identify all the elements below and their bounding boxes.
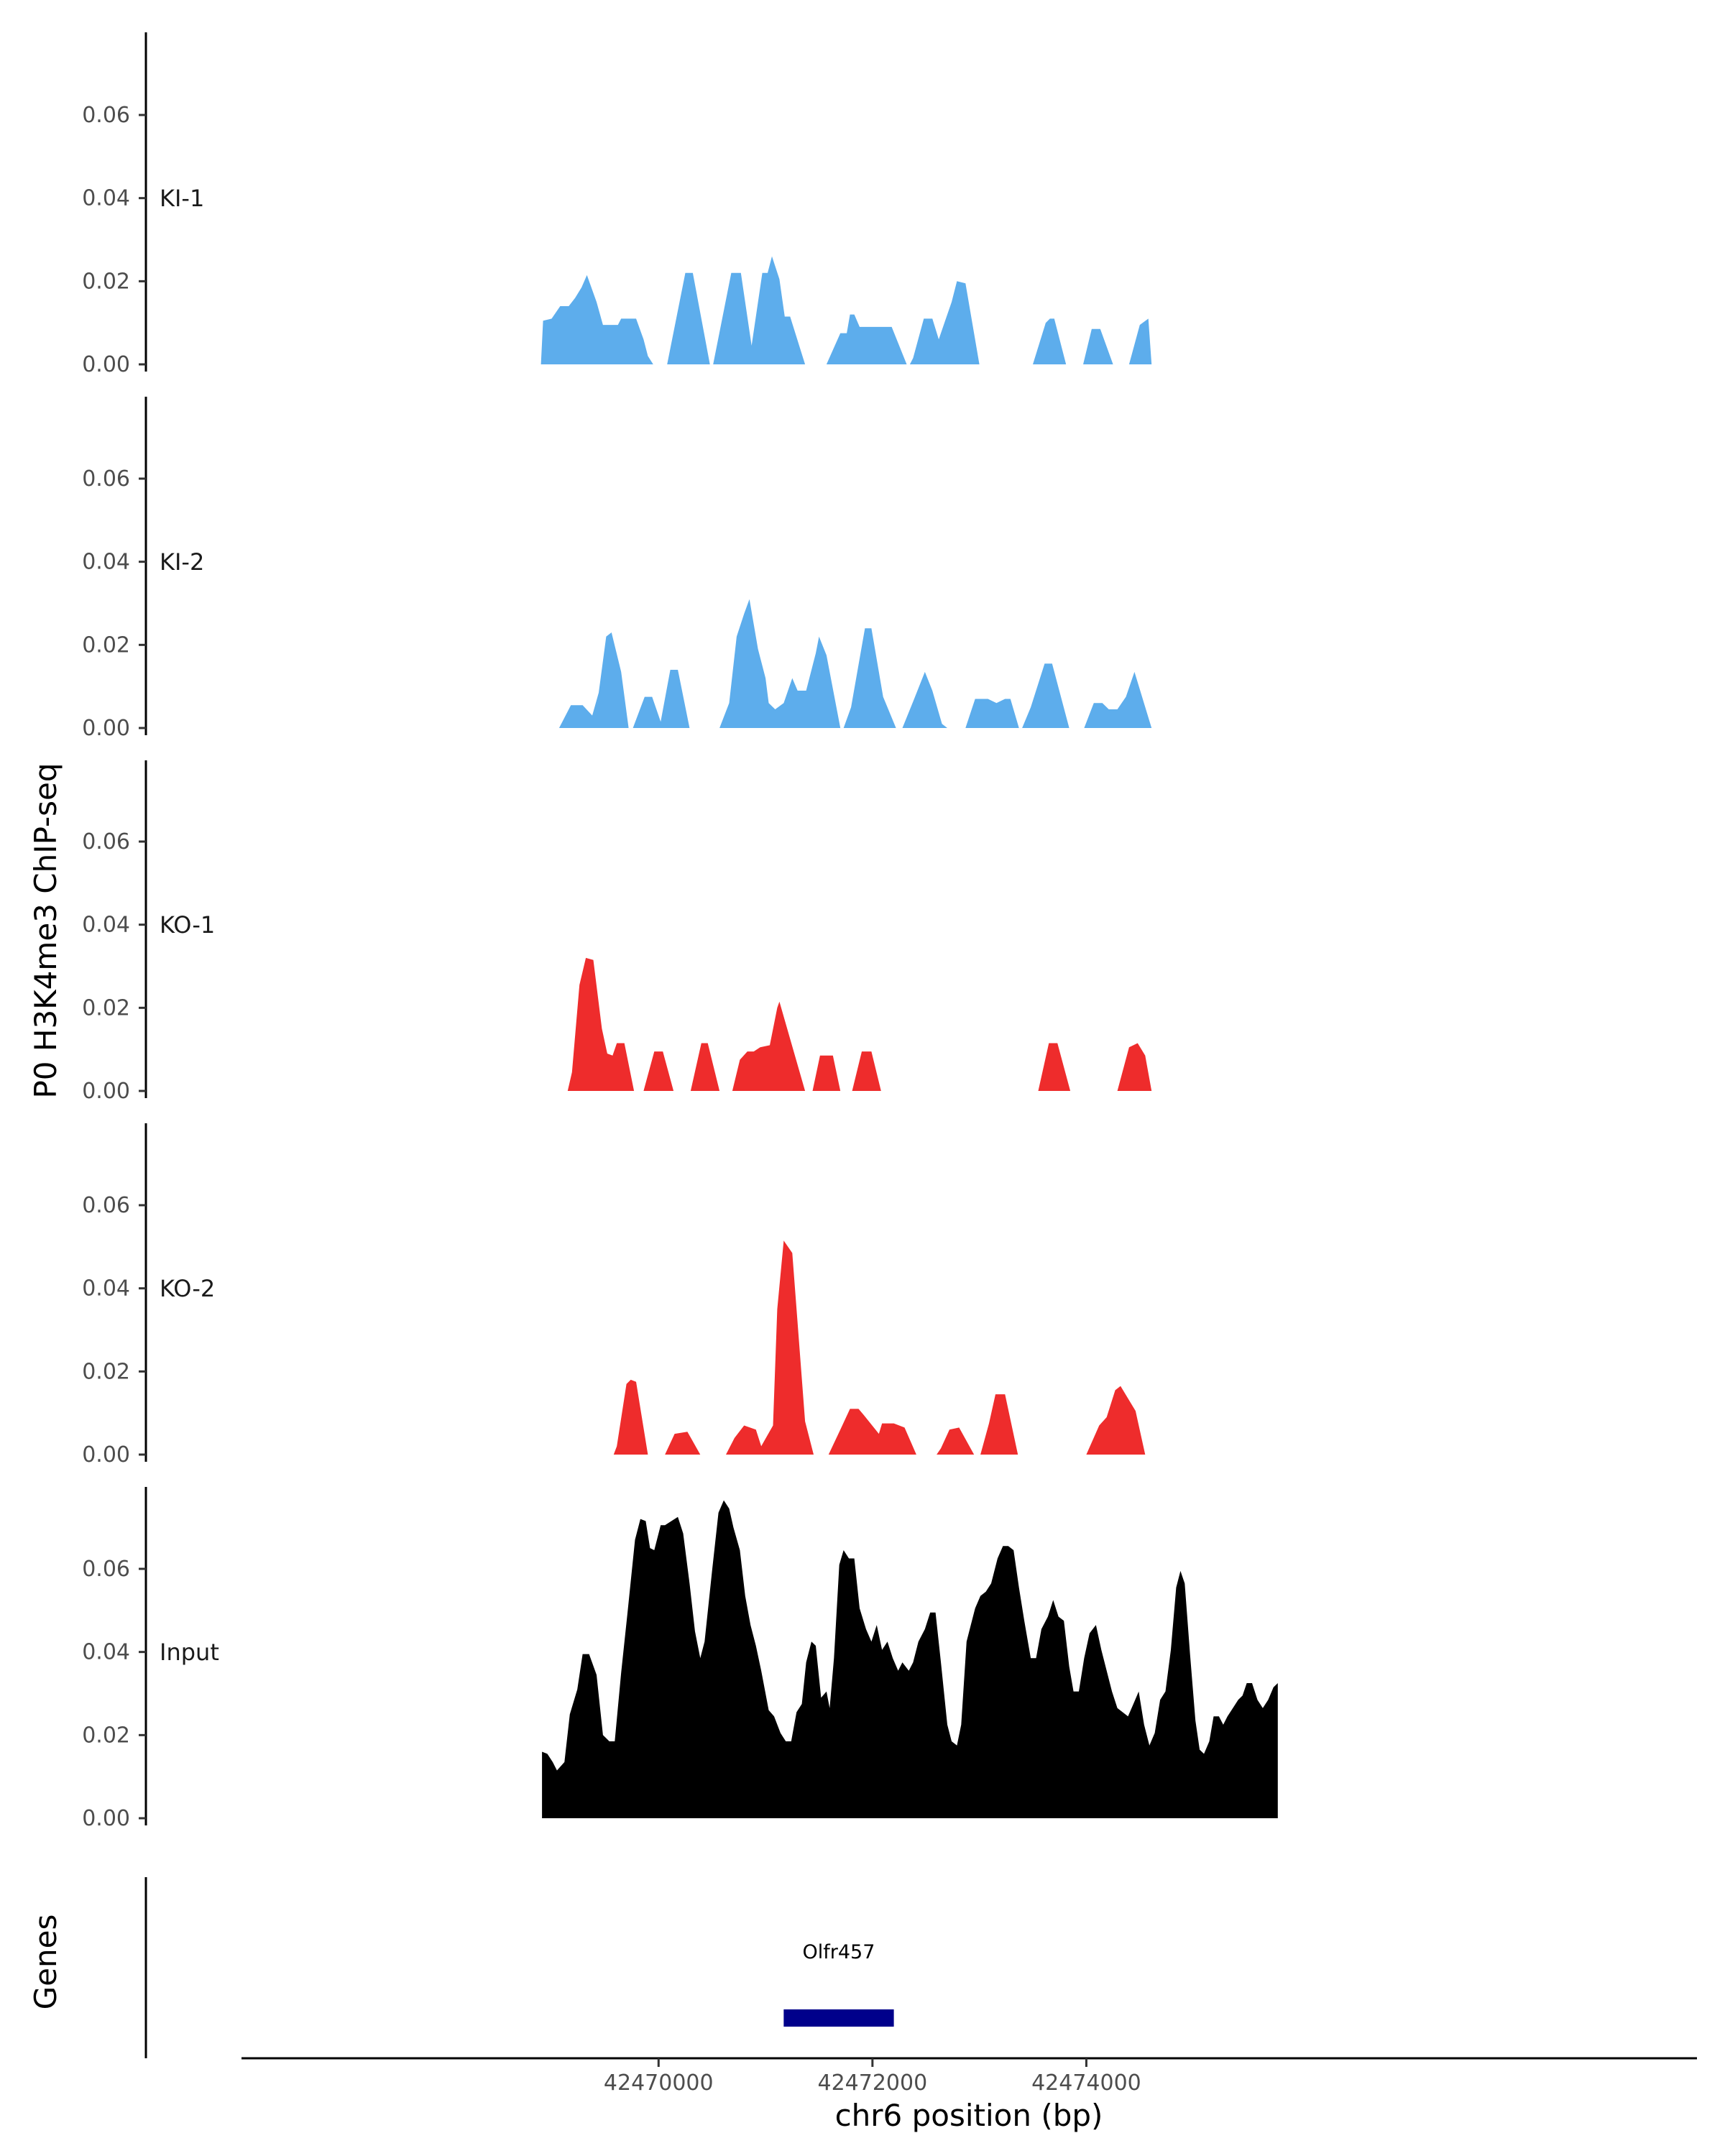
genes-track-title: Genes <box>28 1915 63 2010</box>
coverage-area <box>667 272 710 364</box>
coverage-area <box>1128 318 1152 364</box>
track-ko-2: 0.00 0.02 0.04 0.06 KO-2 <box>82 1123 1146 1468</box>
y-tick-label: 0.02 <box>82 632 130 658</box>
coverage-area <box>613 1379 648 1455</box>
gene-label: Olfr457 <box>803 1941 875 1963</box>
track-ki-2: 0.00 0.02 0.04 0.06 KI-2 <box>82 397 1152 741</box>
x-axis: 42470000 42472000 42474000 <box>242 2057 1697 2096</box>
x-tick-label: 42474000 <box>1031 2070 1141 2096</box>
coverage-area <box>567 957 635 1091</box>
coverage-area <box>1084 671 1152 728</box>
y-tick-label: 0.04 <box>82 913 130 938</box>
coverage-area <box>542 1500 1278 1818</box>
coverage-area <box>909 281 980 364</box>
x-tick-label: 42472000 <box>817 2070 927 2096</box>
coverage-area <box>540 275 653 364</box>
coverage-area <box>632 670 690 728</box>
coverage-area <box>937 1427 975 1455</box>
track-label: KI-2 <box>160 548 204 576</box>
coverage-area <box>1033 318 1067 364</box>
coverage-area <box>812 1055 841 1091</box>
coverage-area <box>643 1051 674 1091</box>
coverage-area <box>713 256 806 364</box>
track-input: 0.00 0.02 0.04 0.06 Input <box>82 1487 1278 1831</box>
tracks-group: 0.00 0.02 0.04 0.06 KI-1 0.00 0.02 0.04 0.06 KI-2… <box>82 32 1278 1831</box>
y-axis-title: P0 H3K4me3 ChIP-seq <box>28 763 63 1098</box>
coverage-area <box>1038 1043 1071 1091</box>
coverage-area <box>965 699 1021 728</box>
coverage-area <box>558 632 629 728</box>
y-tick-label: 0.02 <box>82 269 130 294</box>
x-axis-title: chr6 position (bp) <box>835 2098 1103 2133</box>
y-tick-label: 0.06 <box>82 103 130 128</box>
y-tick-label: 0.02 <box>82 1359 130 1384</box>
y-tick-label: 0.06 <box>82 829 130 854</box>
coverage-area <box>980 1394 1018 1455</box>
coverage-area <box>665 1432 701 1455</box>
y-tick-label: 0.06 <box>82 466 130 492</box>
coverage-area <box>828 1409 916 1455</box>
coverage-area <box>1117 1043 1152 1091</box>
gene-olfr457-bar <box>783 2009 894 2027</box>
y-tick-label: 0.04 <box>82 1276 130 1302</box>
coverage-area <box>1086 1386 1146 1455</box>
y-tick-label: 0.06 <box>82 1193 130 1218</box>
y-tick-label: 0.00 <box>82 352 130 377</box>
coverage-area <box>826 314 907 364</box>
y-tick-label: 0.04 <box>82 1640 130 1665</box>
track-label: KO-1 <box>160 911 215 939</box>
track-ki-1: 0.00 0.02 0.04 0.06 KI-1 <box>82 32 1152 377</box>
y-tick-label: 0.00 <box>82 1079 130 1104</box>
coverage-area <box>726 1240 814 1455</box>
track-label: KO-2 <box>160 1275 215 1302</box>
y-tick-label: 0.02 <box>82 1723 130 1748</box>
coverage-area <box>719 599 841 728</box>
y-tick-label: 0.04 <box>82 186 130 211</box>
coverage-area <box>902 671 947 728</box>
y-tick-label: 0.00 <box>82 1442 130 1468</box>
y-tick-label: 0.00 <box>82 716 130 741</box>
coverage-area <box>732 1001 806 1091</box>
track-label: Input <box>160 1639 219 1666</box>
coverage-area <box>1083 328 1113 364</box>
genes-group: Olfr457 <box>144 1877 894 2058</box>
coverage-area <box>852 1051 881 1091</box>
coverage-area <box>843 628 896 728</box>
track-label: KI-1 <box>160 185 204 212</box>
track-ko-1: 0.00 0.02 0.04 0.06 KO-1 <box>82 760 1152 1104</box>
y-tick-label: 0.06 <box>82 1557 130 1582</box>
y-tick-label: 0.00 <box>82 1806 130 1831</box>
coverage-area <box>1022 663 1070 728</box>
y-tick-label: 0.04 <box>82 550 130 575</box>
x-tick-label: 42470000 <box>604 2070 714 2096</box>
coverage-area <box>690 1043 720 1091</box>
y-tick-label: 0.02 <box>82 995 130 1021</box>
